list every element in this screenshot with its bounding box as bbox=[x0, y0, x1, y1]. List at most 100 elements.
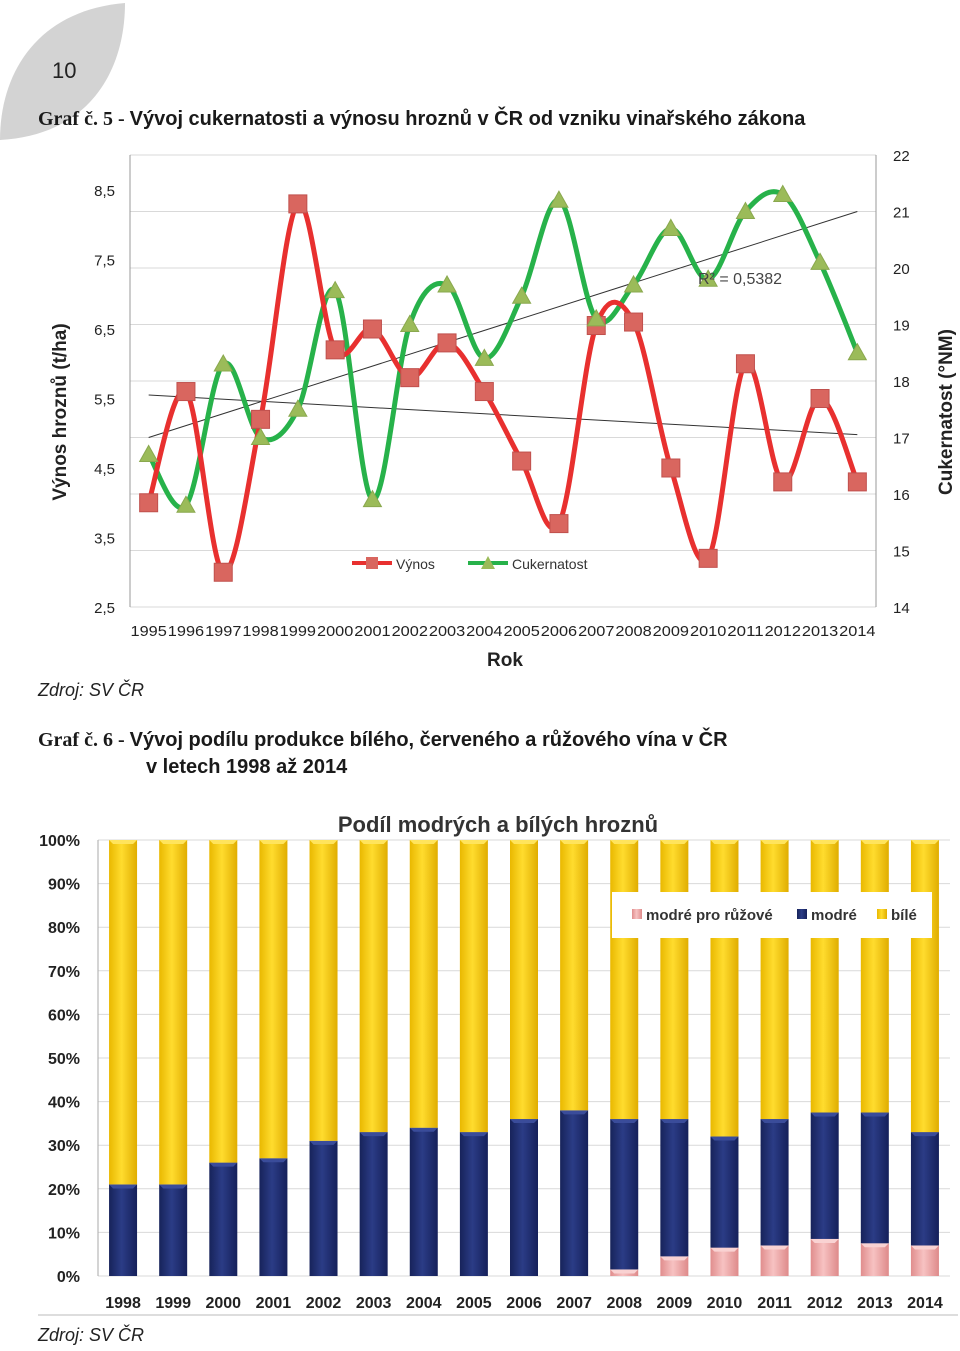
chart1-x-tick-label: 2011 bbox=[727, 623, 763, 640]
chart1-y2-tick-label: 19 bbox=[893, 318, 910, 335]
chart2-bar-segment-yellow-bevel bbox=[209, 840, 238, 844]
chart2-x-tick-label: 2010 bbox=[707, 1295, 743, 1312]
chart2-bar-segment-yellow bbox=[209, 840, 238, 1163]
chart2-x-tick-label: 2001 bbox=[256, 1295, 292, 1312]
chart1-marker-cukernatost bbox=[735, 201, 756, 219]
chart2-bar-segment-navy-bevel bbox=[109, 1184, 138, 1189]
chart1-marker-cukernatost bbox=[399, 314, 420, 332]
chart1-marker-vynos bbox=[176, 382, 196, 402]
chart1-marker-vynos bbox=[325, 340, 345, 360]
grape-share-stacked-bar-chart: Podíl modrých a bílých hroznů 0% 10% 20% 30… bbox=[38, 812, 958, 1316]
legend-label-cukernatost: Cukernatost bbox=[512, 556, 588, 572]
chart1-trendline-cukernatost bbox=[148, 211, 858, 438]
chart1-marker-vynos bbox=[624, 312, 644, 332]
chart1-axes: 14 15 16 17 18 19 20 21 22 2,5 3,5 4,5 5,5 6,5 7,5 8,5 1… bbox=[94, 148, 910, 640]
chart2-bar-segment-navy-bevel bbox=[910, 1132, 939, 1137]
chart1-y2-tick-label: 17 bbox=[893, 431, 910, 448]
chart1-series-line-vynos bbox=[146, 201, 860, 575]
chart2-bar-segment-yellow-bevel bbox=[409, 840, 438, 844]
chart1-marker-cukernatost bbox=[623, 274, 644, 293]
chart2-bar-segment-navy-bevel bbox=[610, 1119, 639, 1124]
chart1-y-tick-label: 6,5 bbox=[94, 322, 115, 339]
corner-leaf-decoration bbox=[0, 3, 125, 140]
chart2-x-tick-label: 2011 bbox=[757, 1295, 792, 1312]
chart2-x-tick-label: 1999 bbox=[155, 1295, 191, 1312]
chart2-x-tick-label: 2000 bbox=[205, 1295, 241, 1312]
chart2-y-tick-label: 20% bbox=[48, 1182, 80, 1199]
chart1-marker-cukernatost bbox=[138, 444, 159, 462]
chart2-bar-segment-navy bbox=[409, 1127, 438, 1276]
chart2-x-tick-label: 2007 bbox=[556, 1295, 592, 1312]
chart2-bar-segment-yellow bbox=[860, 840, 889, 1113]
chart2-x-tick-label: 1998 bbox=[105, 1295, 141, 1312]
chart2-bar-segment-yellow-bevel bbox=[459, 840, 488, 844]
chart1-x-tick-label: 2007 bbox=[578, 623, 614, 640]
chart1-marker-cukernatost bbox=[660, 218, 681, 236]
chart2-bar-segment-navy bbox=[459, 1132, 488, 1276]
chart2-bar-segment-pink-bevel bbox=[610, 1269, 639, 1274]
chart2-bar-segment-pink bbox=[710, 1247, 739, 1276]
chart2-bar-segment-yellow bbox=[810, 840, 839, 1113]
chart2-bars bbox=[109, 840, 939, 1276]
chart2-x-tick-label: 2014 bbox=[907, 1295, 943, 1312]
chart2-y-tick-label: 0% bbox=[57, 1269, 80, 1286]
chart2-y-tick-label: 30% bbox=[48, 1138, 80, 1155]
chart2-bar-segment-pink bbox=[860, 1243, 889, 1276]
chart1-marker-vynos bbox=[847, 472, 867, 492]
chart1-x-tick-label: 2004 bbox=[466, 623, 502, 640]
chart2-y-tick-label: 10% bbox=[48, 1225, 80, 1242]
legend-swatch-navy bbox=[797, 909, 807, 919]
graph2-heading-main: Vývoj podílu produkce bílého, červeného … bbox=[129, 729, 728, 751]
legend-label-navy: modré bbox=[811, 907, 857, 924]
legend-swatch-yellow bbox=[877, 909, 887, 919]
chart2-bar-segment-navy bbox=[259, 1158, 288, 1276]
chart1-trendlines bbox=[148, 211, 858, 438]
chart1-x-tick-label: 2005 bbox=[504, 623, 540, 640]
chart2-x-tick-label: 2003 bbox=[356, 1295, 392, 1312]
chart1-y-tick-label: 4,5 bbox=[94, 461, 115, 478]
chart2-bar-segment-navy bbox=[309, 1140, 338, 1276]
chart1-trendline-vynos bbox=[148, 394, 858, 436]
chart2-bar-segment-pink-bevel bbox=[910, 1245, 939, 1250]
chart1-x-tick-label: 2003 bbox=[429, 623, 465, 640]
chart1-x-tick-label: 2013 bbox=[802, 623, 838, 640]
chart2-bar-segment-yellow-bevel bbox=[660, 840, 689, 844]
chart2-y-tick-label: 100% bbox=[39, 833, 80, 850]
yield-sugar-line-chart: 14 15 16 17 18 19 20 21 22 2,5 3,5 4,5 5,5 6,5 7,5 8,5 1… bbox=[50, 148, 957, 671]
chart2-bar-segment-navy-bevel bbox=[459, 1132, 488, 1137]
chart1-x-tick-label: 1997 bbox=[205, 623, 241, 640]
chart2-y-tick-label: 90% bbox=[48, 877, 80, 894]
chart1-marker-cukernatost bbox=[176, 495, 196, 513]
chart2-bar-segment-yellow-bevel bbox=[359, 840, 388, 844]
chart2-bar-segment-navy bbox=[159, 1184, 188, 1276]
chart1-marker-vynos bbox=[549, 514, 569, 534]
chart1-marker-cukernatost bbox=[437, 274, 457, 293]
chart2-bar-segment-navy bbox=[109, 1184, 138, 1276]
chart1-marker-vynos bbox=[474, 382, 494, 402]
chart2-bar-segment-navy-bevel bbox=[560, 1110, 589, 1115]
chart2-bar-segment-navy-bevel bbox=[710, 1136, 739, 1141]
chart1-y-axis-label: Výnos hroznů (t/ha) bbox=[50, 323, 71, 500]
chart1-marker-cukernatost bbox=[772, 184, 793, 203]
chart1-y2-tick-label: 22 bbox=[893, 148, 910, 165]
chart1-x-tick-label: 1995 bbox=[131, 623, 167, 640]
chart2-bar-segment-yellow bbox=[309, 840, 338, 1141]
chart1-marker-cukernatost bbox=[586, 308, 607, 327]
chart2-bar-segment-yellow bbox=[109, 840, 138, 1185]
graph1-heading-main: Vývoj cukernatosti a výnosu hroznů v ČR … bbox=[129, 108, 806, 130]
chart1-x-tick-label: 2000 bbox=[317, 623, 353, 640]
chart1-y-tick-label: 8,5 bbox=[94, 183, 115, 200]
chart1-y2-tick-label: 14 bbox=[893, 600, 910, 617]
chart1-marker-vynos bbox=[773, 472, 793, 492]
chart1-markers bbox=[138, 184, 868, 582]
chart2-y-tick-label: 80% bbox=[48, 920, 80, 937]
chart2-x-tick-label: 2005 bbox=[456, 1295, 492, 1312]
chart2-bar-segment-yellow-bevel bbox=[309, 840, 338, 844]
chart2-bar-segment-yellow-bevel bbox=[910, 840, 939, 844]
chart1-marker-cukernatost bbox=[549, 190, 569, 208]
chart2-bar-segment-yellow-bevel bbox=[610, 840, 639, 844]
chart2-bar-segment-yellow bbox=[409, 840, 438, 1128]
chart1-marker-vynos bbox=[661, 458, 681, 478]
chart2-bar-segment-navy-bevel bbox=[309, 1140, 338, 1145]
chart1-x-tick-label: 1998 bbox=[242, 623, 278, 640]
